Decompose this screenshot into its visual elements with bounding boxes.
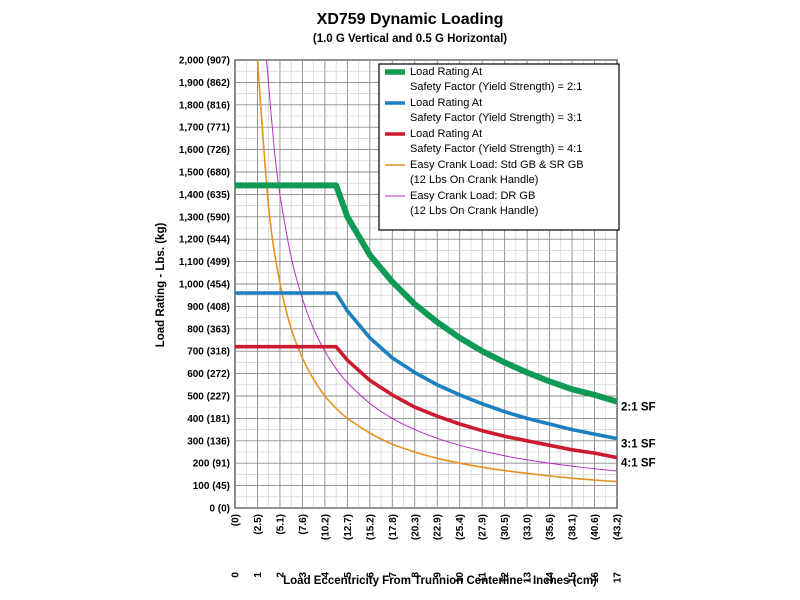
y-tick-label: 0 (0): [209, 504, 230, 515]
y-axis: 0 (0) 100 (45) 200 (91) 300 (136) 400 (181) 5…: [179, 56, 230, 515]
x-tick-label-cm: (40.6): [590, 514, 601, 540]
legend-entry-label: Load Rating At: [410, 66, 482, 78]
chart-subtitle: (1.0 G Vertical and 0.5 G Horizontal): [313, 33, 507, 45]
x-tick-label-cm: (35.6): [545, 514, 556, 540]
y-tick-label: 600 (272): [187, 369, 230, 380]
y-tick-label: 200 (91): [193, 459, 230, 470]
legend-entry-label: Easy Crank Load: DR GB: [410, 190, 535, 202]
y-tick-label: 500 (227): [187, 392, 230, 403]
y-tick-label: 1,700 (771): [179, 123, 230, 134]
x-tick-label-cm: (30.5): [500, 514, 511, 540]
x-tick-label-cm: (0): [231, 514, 242, 526]
series-end-label: 2:1 SF: [621, 402, 656, 414]
series-line: [235, 344, 617, 460]
chart-title: XD759 Dynamic Loading: [317, 11, 504, 28]
y-tick-label: 1,200 (544): [179, 235, 230, 246]
legend-entry-label: Load Rating At: [410, 97, 482, 109]
x-tick-label-in: 2: [275, 572, 286, 578]
legend-entry-label: Easy Crank Load: Std GB & SR GB: [410, 159, 584, 171]
x-tick-label-cm: (33.0): [523, 514, 534, 540]
end-labels: 2:1 SF 3:1 SF 4:1 SF: [621, 402, 656, 470]
x-tick-label-in: 11: [478, 572, 489, 583]
legend-entry-label: (12 Lbs On Crank Handle): [410, 174, 538, 186]
series-line: [266, 60, 617, 472]
series-lines: [235, 60, 617, 483]
x-tick-label-in: 10: [455, 572, 466, 584]
x-tick-label-cm: (7.6): [298, 514, 309, 535]
y-axis-label: Load Rating - Lbs. (kg): [155, 223, 167, 348]
x-tick-label-cm: (5.1): [275, 514, 286, 535]
x-tick-label-in: 15: [568, 572, 579, 584]
x-tick-label-cm: (27.9): [478, 514, 489, 540]
x-tick-label-in: 8: [410, 572, 421, 578]
legend-box: [378, 63, 620, 231]
legend-entry-label: Safety Factor (Yield Strength) = 2:1: [410, 81, 582, 93]
x-tick-label-in: 13: [523, 572, 534, 584]
x-axis: (0) 0 (2.5) 1 (5.1) 2 (7.6) 3 (10.2) 4 (12.7) 5 (15.…: [231, 514, 624, 583]
x-tick-label-in: 3: [298, 572, 309, 578]
series-end-label: 3:1 SF: [621, 439, 656, 451]
x-tick-label-cm: (15.2): [365, 514, 376, 540]
y-tick-label: 100 (45): [193, 481, 230, 492]
series-line: [235, 182, 617, 405]
y-tick-label: 1,600 (726): [179, 145, 230, 156]
y-tick-label: 300 (136): [187, 436, 230, 447]
y-tick-label: 800 (363): [187, 324, 230, 335]
x-tick-label-cm: (12.7): [343, 514, 354, 540]
x-tick-label-in: 12: [500, 572, 511, 584]
x-tick-label-cm: (2.5): [253, 514, 264, 535]
legend-entry-label: Load Rating At: [410, 128, 482, 140]
x-tick-label-in: 5: [343, 572, 354, 578]
x-axis-label: Load Eccentricity From Trunnion Centerli…: [283, 575, 597, 587]
y-tick-label: 900 (408): [187, 302, 230, 313]
legend: Load Rating At Safety Factor (Yield Stren…: [378, 63, 620, 231]
y-tick-label: 700 (318): [187, 347, 230, 358]
x-tick-label-cm: (25.4): [455, 514, 466, 540]
y-tick-label: 1,800 (816): [179, 100, 230, 111]
x-tick-label-cm: (17.8): [388, 514, 399, 540]
x-tick-label-in: 0: [231, 572, 242, 578]
x-tick-label-cm: (22.9): [433, 514, 444, 540]
y-tick-label: 1,300 (590): [179, 212, 230, 223]
x-tick-label-in: 17: [613, 572, 624, 584]
y-tick-label: 400 (181): [187, 414, 230, 425]
x-tick-label-cm: (43.2): [613, 514, 624, 540]
y-tick-label: 1,500 (680): [179, 168, 230, 179]
x-tick-label-cm: (38.1): [568, 514, 579, 540]
x-tick-label-cm: (10.2): [320, 514, 331, 540]
y-tick-label: 1,100 (499): [179, 257, 230, 268]
y-tick-label: 1,400 (635): [179, 190, 230, 201]
series-line: [256, 60, 617, 483]
y-tick-label: 1,900 (862): [179, 78, 230, 89]
x-tick-label-in: 6: [365, 572, 376, 578]
y-tick-label: 1,000 (454): [179, 280, 230, 291]
x-tick-label-in: 9: [433, 572, 444, 578]
legend-entry-label: (12 Lbs On Crank Handle): [410, 205, 538, 217]
x-tick-label-in: 1: [253, 572, 264, 578]
x-tick-label-in: 16: [590, 572, 601, 584]
x-tick-label-in: 4: [320, 572, 331, 578]
x-tick-label-in: 14: [545, 572, 556, 584]
series-line: [235, 291, 617, 441]
y-tick-label: 2,000 (907): [179, 56, 230, 67]
legend-entry-label: Safety Factor (Yield Strength) = 3:1: [410, 112, 582, 124]
x-tick-label-cm: (20.3): [410, 514, 421, 540]
x-tick-label-in: 7: [388, 572, 399, 578]
series-end-label: 4:1 SF: [621, 458, 656, 470]
legend-entry-label: Safety Factor (Yield Strength) = 4:1: [410, 143, 582, 155]
